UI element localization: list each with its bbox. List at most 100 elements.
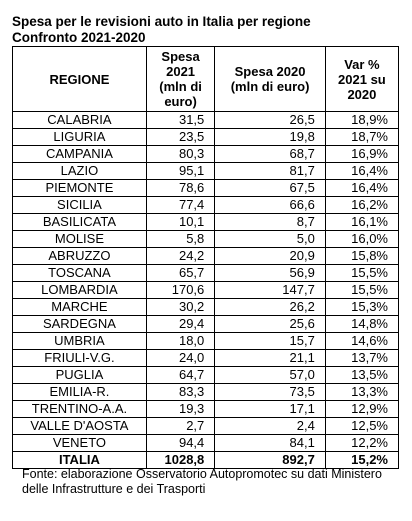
table-cell: 30,2 bbox=[145, 298, 216, 316]
table-cell: 66,6 bbox=[214, 196, 326, 214]
table-cell: 2,4 bbox=[214, 417, 326, 435]
table-cell: 20,9 bbox=[214, 247, 326, 265]
table-cell: 13,7% bbox=[324, 349, 400, 367]
table-cell: 2,7 bbox=[145, 417, 216, 435]
table-row: EMILIA-R. 83,3 73,5 13,3% bbox=[12, 383, 400, 401]
header-cell: Spesa 2020 (mln di euro) bbox=[214, 46, 326, 112]
table-row: PUGLIA 64,7 57,0 13,5% bbox=[12, 366, 400, 384]
table-cell: VALLE D'AOSTA bbox=[12, 417, 147, 435]
table-cell: 24,2 bbox=[145, 247, 216, 265]
table-cell: 16,9% bbox=[324, 145, 400, 163]
table-cell: 19,3 bbox=[145, 400, 216, 418]
header-row: REGIONE Spesa 2021 (mln di euro) Spesa 2020 (m… bbox=[12, 46, 400, 112]
table-cell: SARDEGNA bbox=[12, 315, 147, 333]
header-line: Spesa bbox=[161, 49, 200, 64]
table-cell: 78,6 bbox=[145, 179, 216, 197]
table-cell: 73,5 bbox=[214, 383, 326, 401]
table-cell: 94,4 bbox=[145, 434, 216, 452]
table-row: BASILICATA 10,1 8,7 16,1% bbox=[12, 213, 400, 231]
table-cell: 24,0 bbox=[145, 349, 216, 367]
table-row: LOMBARDIA 170,6 147,7 15,5% bbox=[12, 281, 400, 299]
table-cell: 5,8 bbox=[145, 230, 216, 248]
header-line: 2021 bbox=[166, 64, 196, 79]
table-cell: 77,4 bbox=[145, 196, 216, 214]
table-cell: 15,8% bbox=[324, 247, 400, 265]
table-cell: CALABRIA bbox=[12, 111, 147, 129]
table-cell: 31,5 bbox=[145, 111, 216, 129]
header-cell: Spesa 2021 (mln di euro) bbox=[145, 46, 216, 112]
table-cell: TOSCANA bbox=[12, 264, 147, 282]
table-cell: 25,6 bbox=[214, 315, 326, 333]
table-cell: 8,7 bbox=[214, 213, 326, 231]
table-cell: ABRUZZO bbox=[12, 247, 147, 265]
data-table: REGIONE Spesa 2021 (mln di euro) Spesa 2020 (m… bbox=[12, 46, 400, 469]
header-line: REGIONE bbox=[49, 71, 110, 87]
table-cell: 16,4% bbox=[324, 162, 400, 180]
table-cell: 13,5% bbox=[324, 366, 400, 384]
table-cell: 15,5% bbox=[324, 281, 400, 299]
table-cell: 19,8 bbox=[214, 128, 326, 146]
table-row: MOLISE 5,8 5,0 16,0% bbox=[12, 230, 400, 248]
table-cell: EMILIA-R. bbox=[12, 383, 147, 401]
table-row: TOSCANA 65,7 56,9 15,5% bbox=[12, 264, 400, 282]
table-cell: 5,0 bbox=[214, 230, 326, 248]
table-cell: 26,2 bbox=[214, 298, 326, 316]
table-row: VALLE D'AOSTA 2,7 2,4 12,5% bbox=[12, 417, 400, 435]
table-cell: 15,7 bbox=[214, 332, 326, 350]
table-cell: 12,2% bbox=[324, 434, 400, 452]
table-cell: 81,7 bbox=[214, 162, 326, 180]
table-row: MARCHE 30,2 26,2 15,3% bbox=[12, 298, 400, 316]
table-cell: 10,1 bbox=[145, 213, 216, 231]
table-cell: 16,2% bbox=[324, 196, 400, 214]
table-cell: 95,1 bbox=[145, 162, 216, 180]
table-cell: BASILICATA bbox=[12, 213, 147, 231]
source-note: Fonte: elaborazione Osservatorio Autopro… bbox=[22, 467, 382, 496]
table-row: UMBRIA 18,0 15,7 14,6% bbox=[12, 332, 400, 350]
table-cell: FRIULI-V.G. bbox=[12, 349, 147, 367]
table-cell: 15,5% bbox=[324, 264, 400, 282]
table-cell: 67,5 bbox=[214, 179, 326, 197]
table-cell: 23,5 bbox=[145, 128, 216, 146]
header-cell: REGIONE bbox=[12, 46, 147, 112]
table-row: FRIULI-V.G. 24,0 21,1 13,7% bbox=[12, 349, 400, 367]
title: Spesa per le revisioni auto in Italia pe… bbox=[12, 14, 311, 46]
table-row: ABRUZZO 24,2 20,9 15,8% bbox=[12, 247, 400, 265]
table-cell: LAZIO bbox=[12, 162, 147, 180]
header-line: (mln di euro) bbox=[230, 79, 310, 94]
table-cell: 18,7% bbox=[324, 128, 400, 146]
table-cell: LIGURIA bbox=[12, 128, 147, 146]
table-cell: 26,5 bbox=[214, 111, 326, 129]
table-cell: MOLISE bbox=[12, 230, 147, 248]
table-cell: 83,3 bbox=[145, 383, 216, 401]
header-line: 2020 bbox=[347, 86, 377, 102]
table-cell: 18,0 bbox=[145, 332, 216, 350]
total-row: ITALIA 1028,8 892,7 15,2% bbox=[12, 451, 400, 469]
table-cell: 64,7 bbox=[145, 366, 216, 384]
table-cell: TRENTINO-A.A. bbox=[12, 400, 147, 418]
table-cell: 65,7 bbox=[145, 264, 216, 282]
table-cell: LOMBARDIA bbox=[12, 281, 147, 299]
header-line: (mln di bbox=[159, 79, 202, 94]
total-cell: 892,7 bbox=[214, 451, 326, 469]
table-cell: 15,3% bbox=[324, 298, 400, 316]
table-row: VENETO 94,4 84,1 12,2% bbox=[12, 434, 400, 452]
table-row: TRENTINO-A.A. 19,3 17,1 12,9% bbox=[12, 400, 400, 418]
total-cell: 1028,8 bbox=[145, 451, 216, 469]
table-cell: 13,3% bbox=[324, 383, 400, 401]
table-cell: VENETO bbox=[12, 434, 147, 452]
table-cell: 80,3 bbox=[145, 145, 216, 163]
table-cell: 12,5% bbox=[324, 417, 400, 435]
table-cell: 16,4% bbox=[324, 179, 400, 197]
table-cell: 14,6% bbox=[324, 332, 400, 350]
table-cell: PUGLIA bbox=[12, 366, 147, 384]
table-cell: 18,9% bbox=[324, 111, 400, 129]
table-cell: MARCHE bbox=[12, 298, 147, 316]
table-cell: 84,1 bbox=[214, 434, 326, 452]
table-cell: SICILIA bbox=[12, 196, 147, 214]
header-line: Var % bbox=[344, 56, 380, 72]
table-cell: 16,0% bbox=[324, 230, 400, 248]
header-line: euro) bbox=[164, 94, 197, 109]
title-line: Confronto 2021-2020 bbox=[12, 30, 146, 45]
header-cell: Var % 2021 su 2020 bbox=[324, 46, 400, 112]
